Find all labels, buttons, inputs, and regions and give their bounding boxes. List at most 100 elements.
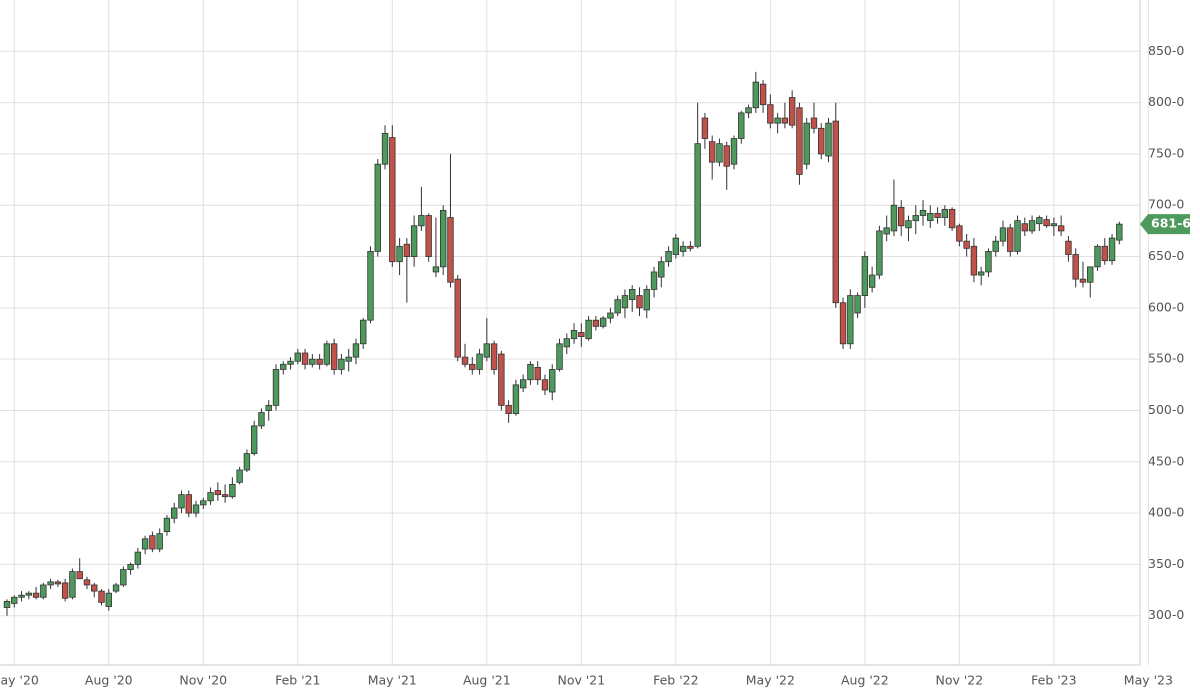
candle-body [1101,245,1108,262]
candle-body [992,240,999,252]
candle-body [592,319,600,327]
candle-body [687,245,694,249]
candle-body [236,469,243,483]
candle-body [970,245,978,276]
candle-body [32,592,40,598]
candle-body [1108,237,1116,262]
candle-body [759,83,767,106]
candle-body [447,217,454,283]
candle-body [1014,220,1021,252]
candle-body [76,571,83,580]
candle-body [563,338,570,348]
y-tick-label: 750-0 [1148,145,1184,160]
candle-body [796,107,803,175]
candle-body [1087,266,1094,283]
candle-body [11,596,18,604]
candle-body [439,209,447,268]
candle-body [367,251,374,321]
candle-body [927,213,934,222]
candle-body [192,504,200,514]
candle-body [91,584,98,592]
candle-body [287,360,294,365]
candle-body [767,104,774,124]
x-tick-label: Nov '20 [179,673,227,688]
candle-body [483,343,491,358]
price-tag-label: 681-6 [1151,216,1191,231]
candle-body [461,356,469,365]
candle-body [127,564,134,570]
y-tick-label: 650-0 [1148,248,1184,263]
candle-body [505,404,512,414]
candle-body [556,343,563,370]
candle-body [621,295,629,309]
candle-body [476,353,483,370]
candle-body [454,278,461,358]
candle-body [701,117,709,139]
candle-body [919,209,927,216]
candle-body [570,330,578,340]
candle-body [679,245,687,252]
price-tag [1140,214,1190,235]
candle-body [839,302,847,345]
candle-body [730,138,738,165]
candle-body [163,517,171,532]
candle-body [134,551,142,565]
candle-body [585,319,592,340]
candle-body [1072,254,1079,280]
candle-body [549,369,556,393]
candle-body [345,356,352,362]
candle-body [774,117,781,124]
candle-body [294,352,301,362]
candle-body [825,122,832,157]
x-tick-label: Feb '21 [275,673,320,688]
candle-body [498,353,505,406]
candle-body [1050,223,1058,227]
candle-body [1043,219,1050,227]
candle-body [374,163,381,252]
candle-body [905,220,912,229]
candle-body [665,251,672,263]
x-tick-label: Feb '22 [653,673,698,688]
x-tick-label: May '21 [368,673,417,688]
candle-body [221,494,229,498]
candle-body [418,215,425,227]
candle-body [803,122,810,165]
candle-body [883,227,890,235]
candle-body [1021,223,1028,232]
candle-body [898,206,905,227]
candle-body [1079,278,1087,283]
candle-body [141,538,149,550]
candle-body [512,384,520,414]
x-tick-label: May '22 [746,673,795,688]
candle-body [650,271,658,290]
x-tick-label: Aug '22 [841,673,889,688]
candle-body [338,358,345,370]
candle-body [810,117,818,129]
candle-body [781,117,789,124]
candle-body [527,363,534,381]
candle-body [490,343,498,370]
candle-body [1057,225,1065,232]
candle-body [389,137,396,263]
candle-body [541,379,549,391]
y-tick-label: 300-0 [1148,607,1184,622]
candle-body [410,225,418,257]
candle-body [629,288,636,301]
candle-body [963,240,970,249]
y-tick-label: 600-0 [1148,299,1184,314]
candle-body [890,204,898,232]
candle-body [578,332,585,338]
candle-body [330,343,338,370]
candle-body [1116,223,1123,241]
candle-body [1065,240,1072,255]
x-tick-label: Nov '21 [557,673,605,688]
candle-body [112,584,120,592]
candle-body [301,352,309,365]
candle-body [243,453,251,471]
candle-body [847,295,854,345]
candle-body [999,227,1007,242]
candle-body [265,404,272,411]
y-tick-label: 700-0 [1148,197,1184,212]
candle-body [694,143,701,247]
